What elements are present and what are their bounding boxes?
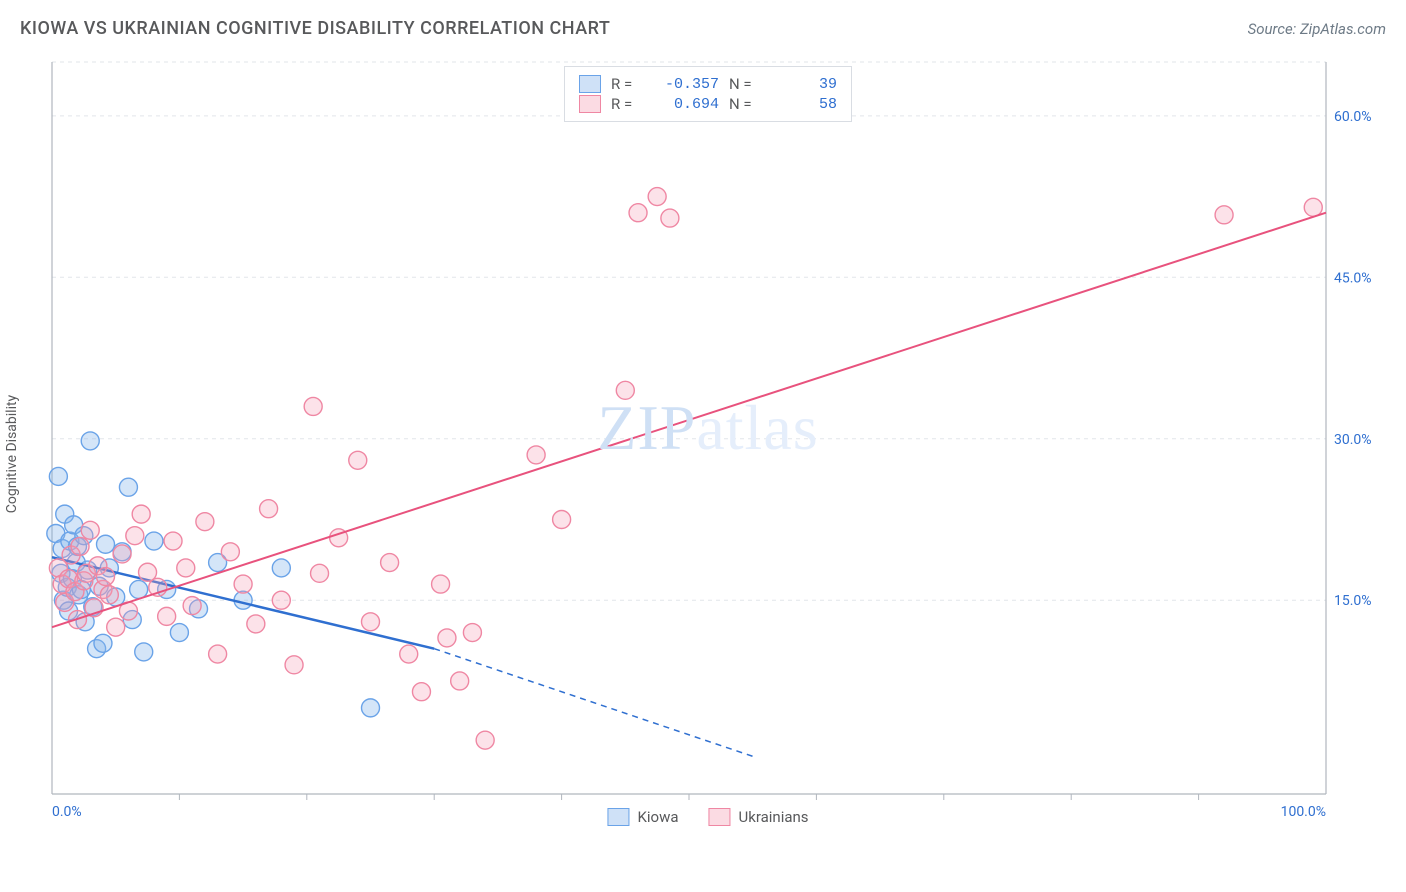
legend-swatch-1 bbox=[579, 95, 601, 113]
chart-title: KIOWA VS UKRAINIAN COGNITIVE DISABILITY … bbox=[20, 18, 610, 39]
legend-bottom-swatch-1 bbox=[709, 808, 731, 826]
svg-text:0.0%: 0.0% bbox=[52, 804, 82, 820]
chart-svg: 15.0%30.0%45.0%60.0%0.0%100.0% bbox=[48, 58, 1368, 828]
chart-container: KIOWA VS UKRAINIAN COGNITIVE DISABILITY … bbox=[0, 0, 1406, 892]
n-label-1: N = bbox=[729, 95, 765, 113]
legend-bottom-item-0: Kiowa bbox=[607, 808, 678, 826]
y-axis-title: Cognitive Disability bbox=[4, 395, 20, 513]
n-value-1: 58 bbox=[775, 96, 837, 113]
svg-text:45.0%: 45.0% bbox=[1334, 270, 1372, 286]
svg-text:60.0%: 60.0% bbox=[1334, 109, 1372, 125]
legend-top-row-1: R = 0.694 N = 58 bbox=[579, 95, 837, 113]
series-Ukrainians bbox=[49, 188, 1326, 750]
plot-area: ZIPatlas 15.0%30.0%45.0%60.0%0.0%100.0% … bbox=[48, 58, 1368, 828]
r-label-0: R = bbox=[611, 75, 647, 93]
n-value-0: 39 bbox=[775, 76, 837, 93]
r-label-1: R = bbox=[611, 95, 647, 113]
svg-text:100.0%: 100.0% bbox=[1281, 804, 1326, 820]
legend-swatch-0 bbox=[579, 75, 601, 93]
legend-bottom: Kiowa Ukrainians bbox=[607, 808, 808, 826]
legend-top: R = -0.357 N = 39 R = 0.694 N = 58 bbox=[564, 66, 852, 122]
legend-bottom-item-1: Ukrainians bbox=[709, 808, 809, 826]
r-value-1: 0.694 bbox=[657, 96, 719, 113]
source-label: Source: ZipAtlas.com bbox=[1248, 20, 1386, 38]
n-label-0: N = bbox=[729, 75, 765, 93]
legend-bottom-label-0: Kiowa bbox=[637, 808, 678, 826]
r-value-0: -0.357 bbox=[657, 76, 719, 93]
svg-text:15.0%: 15.0% bbox=[1334, 593, 1372, 609]
svg-text:30.0%: 30.0% bbox=[1334, 432, 1372, 448]
legend-bottom-swatch-0 bbox=[607, 808, 629, 826]
header-row: KIOWA VS UKRAINIAN COGNITIVE DISABILITY … bbox=[20, 18, 1386, 39]
legend-top-row-0: R = -0.357 N = 39 bbox=[579, 75, 837, 93]
legend-bottom-label-1: Ukrainians bbox=[739, 808, 809, 826]
